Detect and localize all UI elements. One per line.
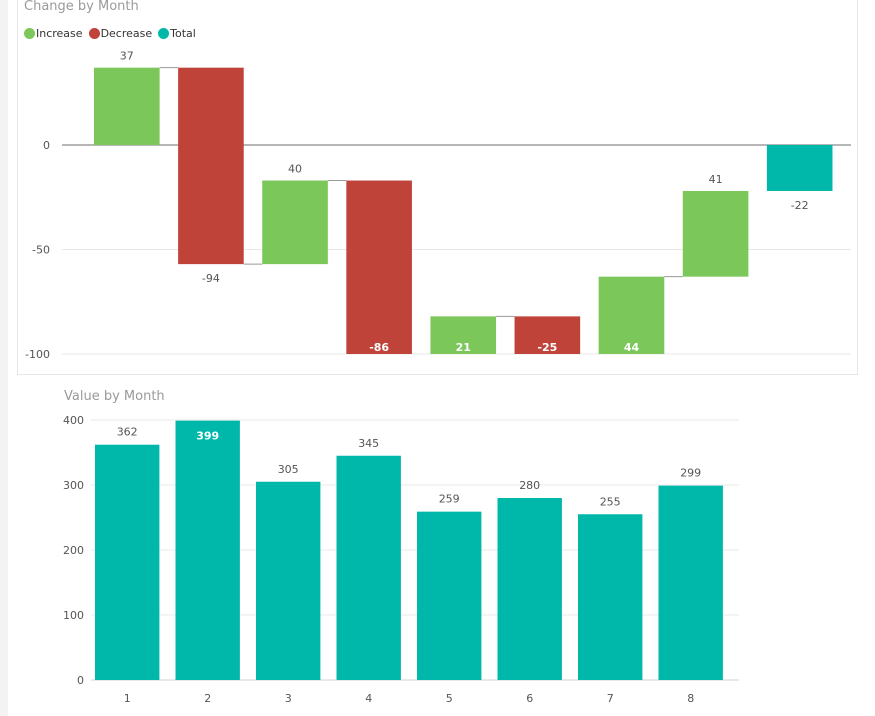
waterfall-plot: 0 -50 -100 37 -94 40 -86 21 -25 44 41 -22: [18, 0, 859, 376]
column-visual[interactable]: Value by Month 0 100 200 300 400 362 1 399 2 305 3…: [17, 380, 858, 716]
column-bar: [659, 486, 723, 680]
column-ytick-label: 200: [63, 544, 84, 557]
column-xtick-label: 6: [526, 692, 533, 705]
column-ytick-label: 100: [63, 609, 84, 622]
waterfall-data-label: 44: [624, 341, 640, 354]
column-ytick-label: 400: [63, 414, 84, 427]
column-xtick-label: 4: [365, 692, 372, 705]
column-ytick-label: 300: [63, 479, 84, 492]
column-bar: [337, 456, 401, 680]
column-bar: [176, 421, 240, 680]
column-bar: [498, 498, 562, 680]
waterfall-bar: [262, 181, 328, 265]
column-data-label: 255: [600, 495, 621, 508]
column-bar: [578, 514, 642, 680]
column-xtick-label: 7: [607, 692, 614, 705]
waterfall-data-label: 40: [288, 163, 302, 176]
column-data-label: 299: [680, 467, 701, 480]
waterfall-data-label: -86: [369, 341, 389, 354]
column-xtick-label: 5: [446, 692, 453, 705]
waterfall-bar: [346, 181, 412, 354]
column-xtick-label: 8: [687, 692, 694, 705]
waterfall-bar: [767, 145, 833, 191]
waterfall-data-label: -25: [537, 341, 557, 354]
column-ytick-label: 0: [77, 674, 84, 687]
column-data-label: 305: [278, 463, 299, 476]
sidebar-strip: [0, 0, 8, 716]
waterfall-bar: [94, 68, 160, 145]
waterfall-data-label: -94: [202, 272, 220, 285]
column-xtick-label: 1: [124, 692, 131, 705]
waterfall-data-label: 37: [120, 50, 134, 63]
column-xtick-label: 3: [285, 692, 292, 705]
column-data-label: 399: [196, 430, 219, 443]
waterfall-data-label: -22: [791, 199, 809, 212]
column-bar: [95, 445, 159, 680]
column-data-label: 362: [117, 426, 138, 439]
column-data-label: 280: [519, 479, 540, 492]
waterfall-data-label: 41: [709, 173, 723, 186]
column-data-label: 259: [439, 493, 460, 506]
waterfall-data-label: 21: [456, 341, 471, 354]
waterfall-bar: [178, 68, 244, 264]
waterfall-ytick-label: -100: [25, 348, 50, 361]
column-bar: [417, 512, 481, 680]
waterfall-ytick-label: -50: [32, 244, 50, 257]
column-data-label: 345: [358, 437, 379, 450]
column-bar: [256, 482, 320, 680]
waterfall-ytick-label: 0: [43, 139, 50, 152]
waterfall-bar: [683, 191, 749, 277]
waterfall-visual[interactable]: Change by Month Increase Decrease Total …: [17, 0, 858, 375]
column-xtick-label: 2: [204, 692, 211, 705]
column-plot: 0 100 200 300 400 362 1 399 2 305 3 345 4 259 5 280 6 255…: [17, 380, 858, 716]
